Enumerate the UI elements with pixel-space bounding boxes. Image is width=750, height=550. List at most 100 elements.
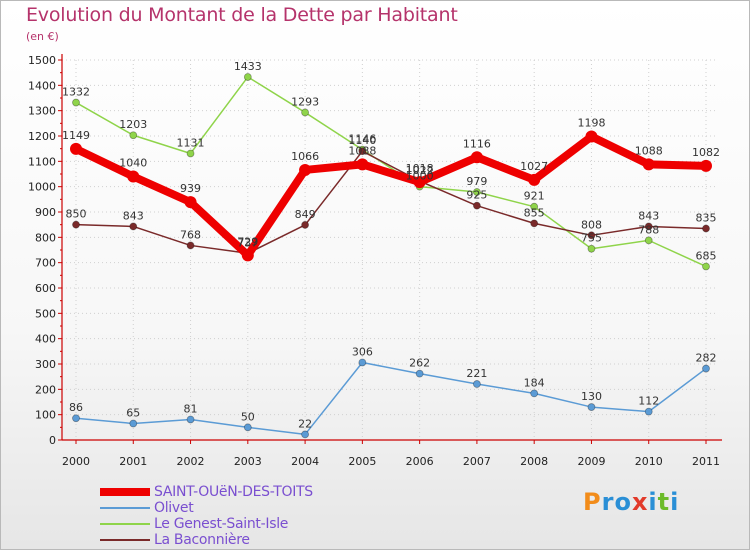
data-label: 850 (66, 208, 87, 221)
legend-label: SAINT-OUëN-DES-TOITS (154, 484, 313, 500)
data-label: 979 (466, 175, 487, 188)
data-label: 282 (696, 352, 717, 365)
data-point (587, 244, 596, 253)
data-point (72, 220, 80, 229)
data-point (702, 262, 710, 271)
data-label: 808 (581, 218, 602, 231)
data-point (241, 249, 254, 262)
x-tick-label: 2011 (692, 455, 720, 468)
legend-item: SAINT-OUëN-DES-TOITS (100, 484, 400, 500)
y-tick-label: 500 (35, 307, 56, 320)
x-tick-label: 2003 (234, 455, 262, 468)
data-label: 768 (180, 228, 201, 241)
data-point (129, 131, 138, 140)
data-label: 81 (184, 402, 198, 415)
data-label: 184 (524, 376, 545, 389)
data-label: 112 (638, 395, 659, 408)
y-tick-label: 1000 (28, 181, 56, 194)
legend-item: Olivet (100, 500, 400, 516)
data-label: 939 (180, 182, 201, 195)
data-label: 1149 (62, 129, 90, 142)
data-label: 1082 (692, 146, 720, 159)
data-label: 925 (466, 189, 487, 202)
y-tick-label: 700 (35, 257, 56, 270)
data-point (301, 430, 309, 439)
data-label: 1146 (348, 133, 376, 146)
data-point (644, 222, 653, 231)
data-label: 1000 (406, 170, 434, 183)
y-tick-label: 1400 (28, 79, 56, 92)
data-point (243, 423, 252, 432)
series-line (72, 132, 710, 260)
x-tick-label: 2007 (463, 455, 491, 468)
data-label: 1140 (348, 134, 376, 147)
legend-swatch (100, 523, 150, 525)
data-point (470, 151, 483, 164)
data-label: 1198 (577, 117, 605, 130)
data-point (301, 108, 309, 117)
data-point (70, 142, 82, 155)
x-tick-label: 2000 (62, 455, 90, 468)
data-label: 1088 (635, 144, 663, 157)
series-line (75, 361, 707, 436)
brand-letter: x (631, 488, 649, 516)
data-label: 849 (295, 208, 316, 221)
y-tick-label: 100 (35, 409, 56, 422)
brand-letter: t (657, 488, 671, 516)
brand-logo: Proxiti (583, 488, 679, 516)
data-label: 1027 (520, 160, 548, 173)
y-tick-label: 0 (49, 434, 56, 447)
data-label: 737 (237, 236, 258, 249)
legend-swatch (100, 507, 150, 509)
brand-letter: r (601, 488, 615, 516)
x-tick-label: 2004 (291, 455, 319, 468)
data-point (413, 176, 426, 189)
data-point (72, 414, 80, 423)
y-tick-label: 200 (35, 383, 56, 396)
y-tick-label: 1200 (28, 130, 56, 143)
data-label: 843 (638, 209, 659, 222)
data-label: 921 (524, 190, 545, 203)
y-tick-label: 600 (35, 282, 56, 295)
data-point (184, 196, 197, 209)
data-point (356, 158, 369, 171)
brand-letter: P (583, 488, 602, 516)
data-point (186, 241, 195, 250)
page-subtitle: (en €) (26, 30, 59, 43)
legend-label: Le Genest-Saint-Isle (154, 516, 289, 532)
x-tick-label: 2008 (520, 455, 548, 468)
data-label: 855 (524, 206, 545, 219)
data-label: 1022 (406, 164, 434, 177)
data-label: 221 (466, 367, 487, 380)
data-point (415, 369, 424, 378)
data-label: 729 (237, 235, 258, 248)
chart-legend: SAINT-OUëN-DES-TOITS Olivet Le Genest-Sa… (100, 484, 400, 548)
data-point (587, 403, 596, 411)
y-tick-label: 1100 (28, 155, 56, 168)
legend-label: La Baconnière (154, 532, 250, 548)
data-point (530, 389, 539, 398)
data-point (530, 219, 539, 228)
data-point (528, 173, 541, 186)
data-label: 86 (69, 401, 83, 414)
legend-item: La Baconnière (100, 532, 400, 548)
data-point (358, 147, 367, 156)
data-label: 788 (638, 223, 659, 236)
data-label: 1018 (406, 162, 434, 175)
y-tick-label: 1500 (28, 54, 56, 67)
data-label: 685 (696, 249, 717, 262)
data-point (129, 222, 138, 231)
data-label: 755 (581, 232, 602, 245)
data-point (530, 202, 539, 211)
data-point (186, 149, 195, 158)
data-label: 1293 (291, 95, 319, 108)
legend-swatch (100, 539, 150, 541)
y-tick-label: 1300 (28, 105, 56, 118)
x-tick-label: 2006 (406, 455, 434, 468)
brand-letter: i (648, 488, 658, 516)
data-point (299, 163, 312, 176)
data-point (644, 407, 653, 416)
brand-letter: i (670, 488, 680, 516)
data-label: 65 (126, 407, 140, 420)
brand-letter: o (614, 488, 632, 516)
